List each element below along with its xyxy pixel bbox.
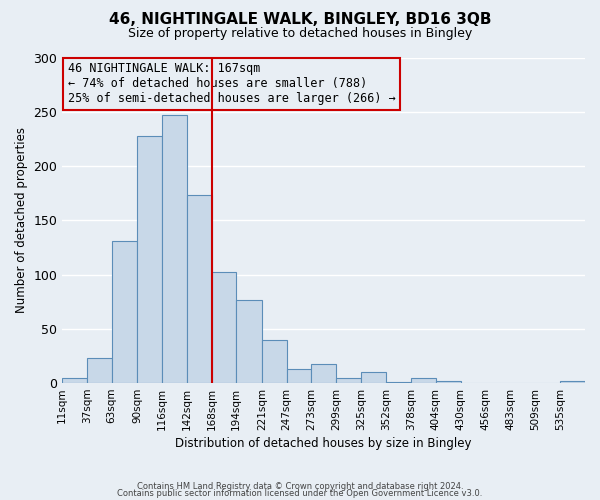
Bar xyxy=(411,378,436,383)
Bar xyxy=(436,381,461,383)
Text: Size of property relative to detached houses in Bingley: Size of property relative to detached ho… xyxy=(128,28,472,40)
Bar xyxy=(187,196,212,383)
Bar xyxy=(311,364,336,383)
Bar xyxy=(336,378,361,383)
Text: 46, NIGHTINGALE WALK, BINGLEY, BD16 3QB: 46, NIGHTINGALE WALK, BINGLEY, BD16 3QB xyxy=(109,12,491,28)
Bar xyxy=(560,381,585,383)
Text: Contains public sector information licensed under the Open Government Licence v3: Contains public sector information licen… xyxy=(118,489,482,498)
Bar xyxy=(236,300,262,383)
Text: 46 NIGHTINGALE WALK: 167sqm
← 74% of detached houses are smaller (788)
25% of se: 46 NIGHTINGALE WALK: 167sqm ← 74% of det… xyxy=(68,62,395,106)
Bar xyxy=(262,340,287,383)
Bar xyxy=(212,272,236,383)
Bar xyxy=(62,378,87,383)
Y-axis label: Number of detached properties: Number of detached properties xyxy=(15,128,28,314)
Bar xyxy=(162,115,187,383)
Bar xyxy=(361,372,386,383)
Bar xyxy=(87,358,112,383)
Bar xyxy=(112,241,137,383)
Bar xyxy=(287,369,311,383)
Bar xyxy=(137,136,162,383)
Bar xyxy=(386,382,411,383)
Text: Contains HM Land Registry data © Crown copyright and database right 2024.: Contains HM Land Registry data © Crown c… xyxy=(137,482,463,491)
X-axis label: Distribution of detached houses by size in Bingley: Distribution of detached houses by size … xyxy=(175,437,472,450)
